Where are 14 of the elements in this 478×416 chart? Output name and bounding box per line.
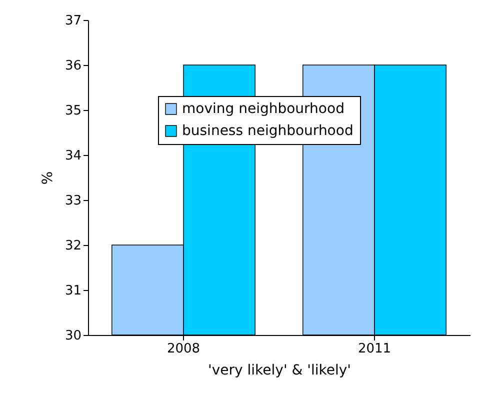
x-tick-label: 2008 (166, 342, 200, 356)
legend-label: business neighbourhood (182, 123, 354, 139)
y-tick-label: 37 (64, 14, 82, 28)
x-tick-label: 2011 (358, 342, 392, 356)
legend-label: moving neighbourhood (182, 101, 344, 117)
y-axis-title: % (40, 171, 56, 185)
y-tick-label: 34 (64, 148, 82, 164)
y-tick-label: 33 (64, 194, 82, 208)
y-tick-label: 36 (64, 58, 82, 74)
y-tick-label: 35 (64, 104, 82, 118)
y-tick-label: 30 (64, 328, 82, 344)
y-tick-label: 31 (64, 284, 82, 298)
y-tick-label: 32 (64, 238, 82, 254)
x-axis-title: 'very likely' & 'likely' (208, 362, 351, 378)
